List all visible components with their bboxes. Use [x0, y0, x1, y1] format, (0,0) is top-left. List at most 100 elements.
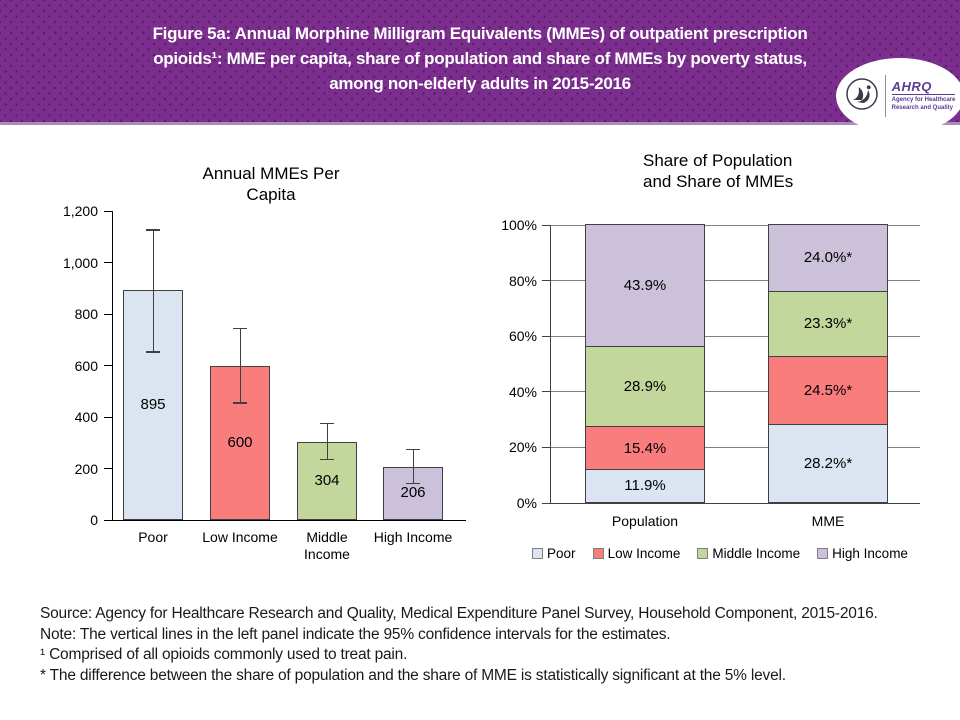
- segment-middle-income: [768, 290, 888, 357]
- legend-item-low-income: Low Income: [592, 546, 681, 561]
- gridline: [551, 335, 920, 337]
- figure-title-line-2: opioids¹: MME per capita, share of popul…: [153, 49, 807, 68]
- legend: Poor Low Income Middle Income High Income: [490, 546, 950, 561]
- legend-swatch-icon: [592, 548, 604, 559]
- segment-high-income: [768, 224, 888, 292]
- gridline: [551, 224, 920, 226]
- footnote-asterisk: * The difference between the share of po…: [40, 666, 786, 684]
- legend-label: Low Income: [607, 546, 681, 561]
- x-category-label: Middle Income: [304, 529, 350, 562]
- legend-label: Middle Income: [712, 546, 801, 561]
- x-category-label: Poor: [138, 529, 168, 545]
- legend-item-high-income: High Income: [817, 546, 908, 561]
- segment-value-label: 43.9%: [623, 276, 667, 294]
- mme-per-capita-plot: 0 200 400 600 800 1,000 1,200 895 Poor 600 Low Inc…: [63, 203, 466, 562]
- legend-item-middle-income: Middle Income: [697, 546, 800, 561]
- left-chart-title: Annual MMEs Per Capita: [150, 163, 392, 205]
- error-bar: [326, 423, 328, 459]
- y-axis-tick: [542, 502, 551, 504]
- segment-low-income: [768, 355, 888, 425]
- legend-swatch-icon: [532, 548, 544, 559]
- y-tick-label: 600: [74, 357, 98, 374]
- y-tick-label: 60%: [508, 328, 537, 345]
- logo-divider: [884, 75, 886, 117]
- segment-value-label: 23.3%*: [803, 315, 853, 333]
- legend-item-poor: Poor: [532, 546, 576, 561]
- error-bar-cap-top: [233, 327, 247, 330]
- right-chart-title: Share of Population and Share of MMEs: [643, 150, 863, 192]
- segment-low-income: [585, 426, 705, 470]
- y-axis-tick: [542, 391, 551, 393]
- y-tick-label: 100%: [501, 217, 537, 233]
- header-band: Figure 5a: Annual Morphine Milligram Equ…: [0, 0, 960, 125]
- right-chart-title-line-2: and Share of MMEs: [643, 172, 794, 191]
- y-tick-label: 800: [74, 306, 98, 322]
- y-axis-tick: [542, 335, 551, 337]
- error-bar: [412, 449, 414, 483]
- error-bar-cap-bottom: [406, 482, 420, 485]
- y-axis-tick: [542, 446, 551, 448]
- logo-tagline-1: Agency for Healthcare: [891, 97, 956, 103]
- y-axis-tick: [104, 468, 113, 469]
- bar-value-label: 206: [400, 484, 426, 502]
- y-tick-label: 20%: [508, 439, 537, 456]
- error-bar-cap-top: [146, 229, 160, 231]
- y-axis-tick: [542, 280, 551, 282]
- y-tick-label: 0%: [516, 495, 537, 511]
- share-stacked-plot: 0% 20% 40% 60% 80% 100% 11.9% 15.4% 28.9% 43.9% Po…: [501, 217, 920, 529]
- error-bar-cap-top: [406, 448, 420, 451]
- figure-title-line-3: among non-elderly adults in 2015-2016: [329, 74, 631, 93]
- footnote-1: ¹ Comprised of all opioids commonly used…: [40, 646, 408, 663]
- y-axis-tick: [104, 416, 113, 418]
- legend-swatch-icon: [817, 548, 829, 559]
- legend-label: Poor: [547, 546, 576, 561]
- legend-swatch-icon: [697, 548, 709, 559]
- y-axis-tick: [104, 365, 113, 366]
- error-bar: [152, 230, 154, 352]
- ahrq-logo: AHRQ Agency for Healthcare Research and …: [836, 58, 960, 134]
- footer-notes: Source: Agency for Healthcare Research a…: [40, 604, 940, 686]
- x-category-label: Low Income: [202, 529, 278, 545]
- error-bar-cap-top: [320, 422, 334, 425]
- gridline: [551, 280, 920, 282]
- segment-value-label: 11.9%: [624, 477, 666, 495]
- y-axis-tick: [104, 313, 113, 315]
- gridline: [551, 391, 920, 393]
- y-tick-label: 200: [74, 460, 98, 477]
- segment-value-label: 28.9%: [623, 377, 667, 395]
- left-chart-title-line-1: Annual MMEs Per: [202, 164, 340, 183]
- bar-value-label: 600: [227, 433, 253, 451]
- segment-value-label: 24.0%*: [803, 249, 853, 267]
- x-category-label: High Income: [373, 529, 453, 545]
- logo-org-name: AHRQ: [891, 80, 956, 95]
- legend-label: High Income: [832, 546, 908, 561]
- error-bar-cap-bottom: [320, 458, 334, 461]
- figure-title: Figure 5a: Annual Morphine Milligram Equ…: [0, 21, 960, 96]
- y-tick-label: 80%: [508, 272, 537, 289]
- ci-note: Note: The vertical lines in the left pan…: [40, 625, 671, 643]
- source-note: Source: Agency for Healthcare Research a…: [40, 605, 878, 622]
- logo-tagline-2: Research and Quality: [891, 104, 953, 111]
- segment-value-label: 24.5%*: [803, 381, 853, 399]
- gridline: [551, 446, 920, 448]
- y-axis-tick: [104, 210, 113, 212]
- x-category-label: MME: [811, 513, 845, 529]
- y-axis-tick: [542, 224, 551, 226]
- logo-text: AHRQ Agency for Healthcare Research and …: [891, 80, 956, 112]
- segment-value-label: 15.4%: [623, 439, 667, 457]
- segment-value-label: 28.2%*: [803, 454, 853, 472]
- segment-poor: [585, 468, 705, 503]
- y-axis-tick: [104, 519, 113, 521]
- segment-high-income: [585, 223, 705, 347]
- error-bar-cap-bottom: [146, 351, 160, 353]
- error-bar: [239, 328, 241, 403]
- bar-value-label: 304: [314, 471, 340, 489]
- right-chart-title-line-1: Share of Population: [643, 151, 793, 170]
- y-tick-label: 400: [74, 409, 98, 425]
- bar-value-label: 895: [140, 395, 166, 413]
- y-tick-label: 0: [90, 512, 98, 528]
- error-bar-cap-bottom: [233, 402, 247, 404]
- hhs-eagle-icon: [845, 77, 879, 116]
- x-category-label: Population: [611, 513, 679, 529]
